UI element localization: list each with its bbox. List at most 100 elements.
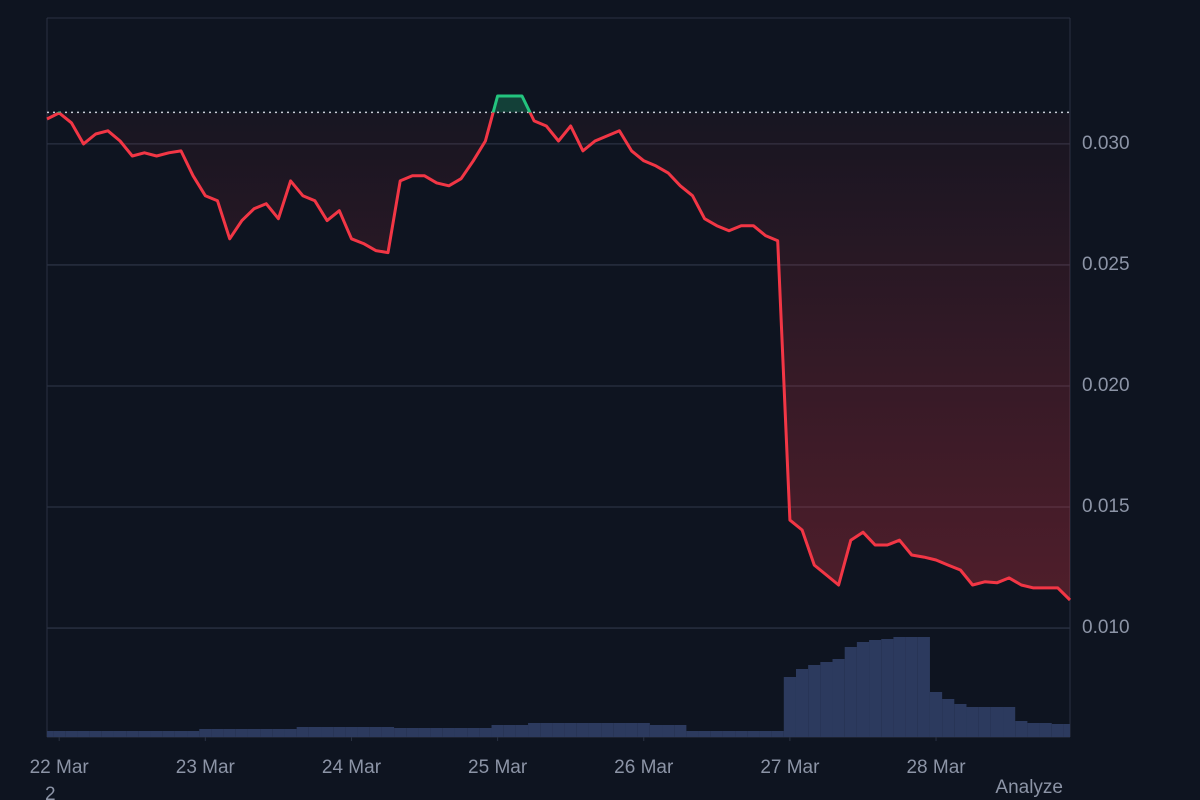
volume-bar (978, 707, 991, 737)
volume-bar (722, 731, 736, 737)
volume-bar (698, 731, 711, 737)
volume-bar (1027, 723, 1040, 737)
volume-bar (771, 731, 784, 737)
volume-bar (442, 728, 455, 737)
volume-bar (174, 731, 188, 737)
volume-bar (199, 729, 212, 737)
volume-bar (1015, 721, 1028, 737)
volume-bar (503, 725, 516, 737)
y-tick-label: 0.015 (1082, 496, 1130, 517)
x-tick-label: 26 Mar (614, 757, 674, 778)
volume-bar (820, 662, 833, 737)
volume-bar (649, 725, 663, 737)
volume-bar (272, 729, 285, 737)
footer-right[interactable]: Analyze (995, 777, 1063, 798)
volume-bar (150, 731, 163, 737)
volume-bar (795, 669, 809, 737)
volume-bar (89, 731, 102, 737)
volume-bar (747, 731, 760, 737)
volume-bar (674, 725, 687, 737)
volume-bar (47, 731, 54, 737)
volume-bar (625, 723, 638, 737)
volume-bar (613, 723, 626, 737)
volume-bar (917, 637, 930, 737)
y-tick-label: 0.010 (1082, 617, 1130, 638)
price-line (46, 94, 1072, 602)
volume-bar (662, 725, 675, 737)
volume-bar (211, 729, 224, 737)
volume-bar (710, 731, 723, 737)
volume-bar (588, 723, 602, 737)
volume-bar (247, 729, 261, 737)
x-tick-label: 22 Mar (30, 757, 90, 778)
x-tick-label: 27 Mar (760, 757, 820, 778)
volume-bar (77, 731, 90, 737)
volume-bar (990, 707, 1004, 737)
volume-bar (467, 728, 480, 737)
volume-bar (759, 731, 772, 737)
volume-bar (735, 731, 748, 737)
x-tick-label: 25 Mar (468, 757, 528, 778)
volume-bar (844, 647, 857, 737)
volume-bar (832, 659, 845, 737)
footer-left: 2 (45, 784, 56, 800)
volume-bar (515, 725, 529, 737)
volume-bar (406, 728, 419, 737)
x-tick-label: 28 Mar (906, 757, 966, 778)
y-tick-label: 0.025 (1082, 254, 1130, 275)
volume-bar (856, 642, 870, 737)
volume-bar (942, 699, 955, 737)
volume-bar (783, 677, 796, 737)
volume-bar (1063, 724, 1070, 737)
x-tick-label: 23 Mar (176, 757, 236, 778)
volume-bar (296, 727, 309, 737)
y-tick-label: 0.020 (1082, 375, 1130, 396)
volume-bar (491, 725, 504, 737)
volume-bar (345, 727, 358, 737)
volume-bar (308, 727, 322, 737)
volume-bar (53, 731, 66, 737)
volume-bar (552, 723, 565, 737)
volume-bar (1003, 707, 1016, 737)
volume-bar (1039, 723, 1052, 737)
volume-bar (369, 727, 382, 737)
volume-bar (454, 728, 468, 737)
volume-bar (113, 731, 127, 737)
volume-bar (540, 723, 553, 737)
volume-bar (601, 723, 614, 737)
volume-bar (357, 727, 370, 737)
volume-bar (686, 731, 699, 737)
volume-bar (808, 665, 821, 737)
volume-bar (138, 731, 151, 737)
volume-bar (637, 723, 650, 737)
volume-bar (162, 731, 175, 737)
volume-bar (869, 640, 882, 737)
volume-bar (966, 707, 979, 737)
volume-bar (101, 731, 114, 737)
volume-bar (260, 729, 273, 737)
y-tick-label: 0.030 (1082, 133, 1130, 154)
volume-bar (126, 731, 139, 737)
volume-bar (576, 723, 589, 737)
volume-bar (881, 639, 894, 737)
volume-bar (223, 729, 236, 737)
volume-bar (1051, 724, 1064, 737)
volume-bar (954, 704, 967, 737)
volume-bar (528, 723, 541, 737)
volume-bar (381, 727, 395, 737)
volume-bar (905, 637, 918, 737)
volume-bar (929, 692, 943, 737)
volume-bar (479, 728, 492, 737)
volume-bar (564, 723, 577, 737)
volume-bar (394, 728, 407, 737)
volume-bar (321, 727, 334, 737)
area (47, 96, 1070, 600)
volume-bar (235, 729, 248, 737)
volume-bar (333, 727, 346, 737)
volume-bar (65, 731, 78, 737)
volume-bar (187, 731, 200, 737)
volume-bar (893, 637, 906, 737)
volume-bar (430, 728, 443, 737)
